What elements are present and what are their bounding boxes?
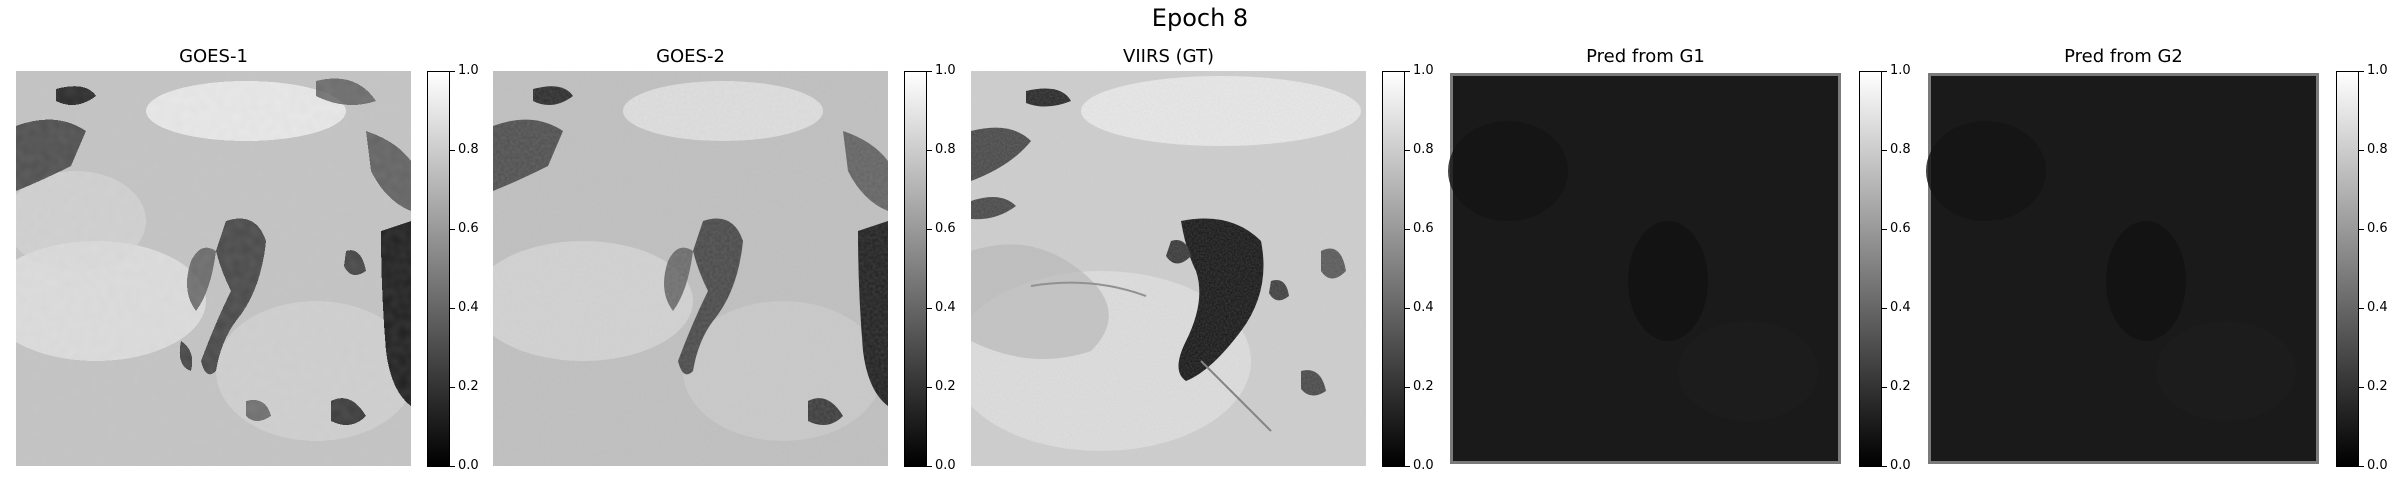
colorbar-pred-g1 [1859,71,1882,467]
image-goes1 [16,71,411,466]
panel-title-viirs: VIIRS (GT) [1123,46,1214,67]
panel-title-pred-g2: Pred from G2 [2064,46,2183,67]
colorbar-goes1 [427,71,450,467]
image-goes2 [493,71,888,466]
panel-title-pred-g1: Pred from G1 [1586,46,1705,67]
panel-title-goes1: GOES-1 [179,46,248,67]
colorbar-pred-g2 [2336,71,2359,467]
image-pred-g2 [1926,71,2321,466]
colorbar-goes2 [904,71,927,467]
figure-title: Epoch 8 [1151,4,1249,32]
image-viirs [971,71,1366,466]
colorbar-viirs [1382,71,1405,467]
panel-title-goes2: GOES-2 [656,46,725,67]
image-pred-g1 [1448,71,1843,466]
